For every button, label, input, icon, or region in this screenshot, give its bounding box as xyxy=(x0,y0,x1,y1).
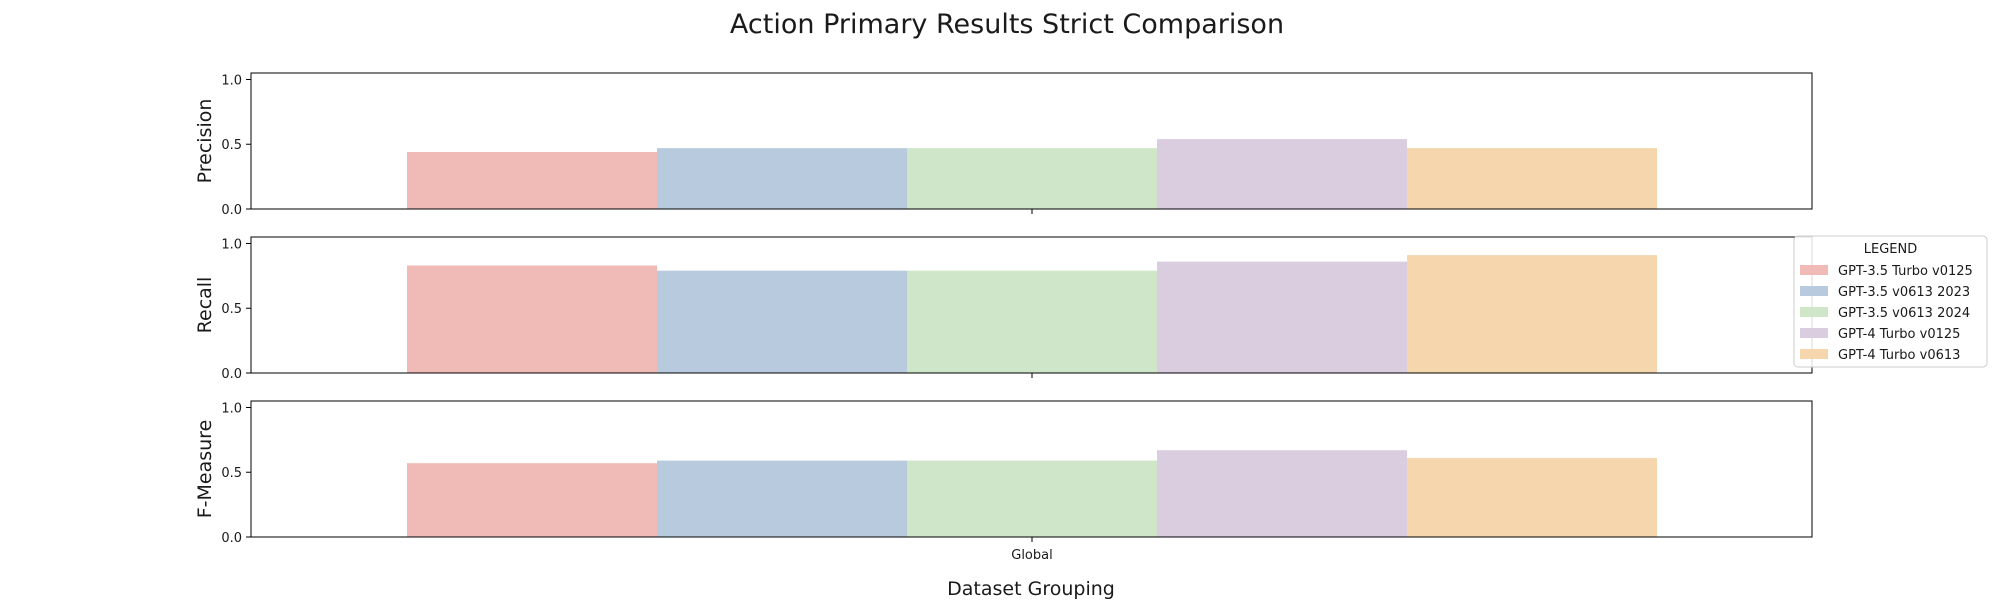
y-tick-label: 0.0 xyxy=(221,367,242,382)
legend: LEGEND GPT-3.5 Turbo v0125 GPT-3.5 v0613 2… xyxy=(1793,235,1988,368)
bar-gpt-4-turbo-v0613 xyxy=(1407,255,1657,373)
legend-swatch xyxy=(1800,265,1828,275)
bar-gpt-3-5-v0613-2024 xyxy=(907,460,1157,537)
legend-entry-label: GPT-3.5 Turbo v0125 xyxy=(1838,264,1973,279)
y-tick-label: 0.5 xyxy=(221,466,242,481)
bar-gpt-4-turbo-v0125 xyxy=(1157,261,1407,373)
x-tick-label: Global xyxy=(1011,548,1052,563)
legend-entry-label: GPT-3.5 v0613 2023 xyxy=(1838,285,1970,300)
y-tick-label: 0.0 xyxy=(221,531,242,546)
legend-swatch xyxy=(1800,349,1828,359)
bar-gpt-3-5-v0613-2024 xyxy=(907,270,1157,373)
legend-box xyxy=(1793,235,1988,368)
legend-swatch xyxy=(1800,307,1828,317)
legend-swatch xyxy=(1800,286,1828,296)
bar-gpt-3-5-v0613-2023 xyxy=(657,148,907,209)
bar-gpt-3-5-v0613-2023 xyxy=(657,270,907,373)
bar-gpt-3-5-v0613-2024 xyxy=(907,148,1157,209)
bar-gpt-4-turbo-v0125 xyxy=(1157,450,1407,537)
legend-entry-label: GPT-4 Turbo v0613 xyxy=(1838,348,1960,363)
bar-gpt-4-turbo-v0125 xyxy=(1157,139,1407,209)
bar-gpt-3-5-turbo-v0125 xyxy=(407,152,657,209)
y-axis-label: Precision xyxy=(194,99,216,184)
y-tick-label: 1.0 xyxy=(221,237,242,252)
legend-entry-label: GPT-3.5 v0613 2024 xyxy=(1838,306,1970,321)
subplot-precision: 0.0 0.5 1.0 Precision xyxy=(194,72,1813,218)
y-tick-label: 1.0 xyxy=(221,401,242,416)
y-axis-label: F-Measure xyxy=(194,420,216,519)
y-axis-label: Recall xyxy=(194,277,216,334)
subplot-f-measure: 0.0 0.5 1.0 Global F-Measure xyxy=(194,400,1813,563)
subplots: 0.0 0.5 1.0 Precision 0.0 0.5 1.0 Recall 0.0 0.5 1… xyxy=(194,72,1813,563)
chart-title: Action Primary Results Strict Comparison xyxy=(730,9,1284,40)
y-tick-label: 0.5 xyxy=(221,138,242,153)
bar-gpt-3-5-turbo-v0125 xyxy=(407,463,657,537)
legend-title: LEGEND xyxy=(1864,242,1917,257)
bar-gpt-4-turbo-v0613 xyxy=(1407,457,1657,537)
y-tick-label: 0.5 xyxy=(221,302,242,317)
bar-gpt-3-5-turbo-v0125 xyxy=(407,265,657,373)
subplot-recall: 0.0 0.5 1.0 Recall xyxy=(194,236,1813,382)
y-tick-label: 0.0 xyxy=(221,203,242,218)
legend-entry-label: GPT-4 Turbo v0125 xyxy=(1838,327,1960,342)
x-axis-title: Dataset Grouping xyxy=(947,578,1115,600)
y-tick-label: 1.0 xyxy=(221,73,242,88)
legend-swatch xyxy=(1800,328,1828,338)
bar-gpt-4-turbo-v0613 xyxy=(1407,148,1657,209)
bar-gpt-3-5-v0613-2023 xyxy=(657,460,907,537)
